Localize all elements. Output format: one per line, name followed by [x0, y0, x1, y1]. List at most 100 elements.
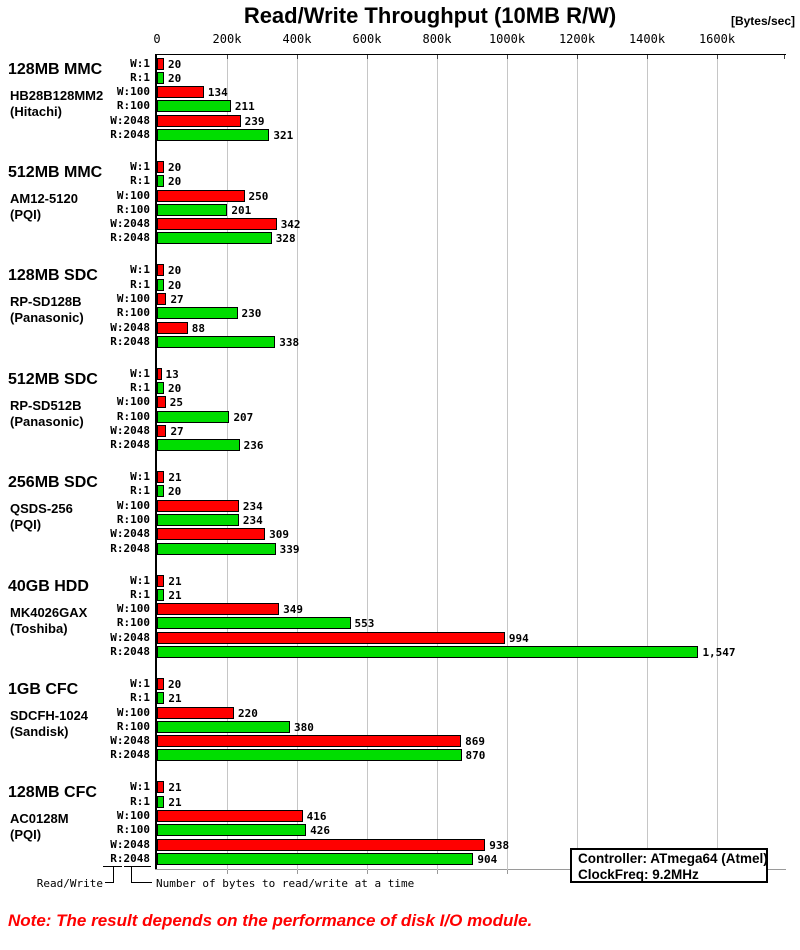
bar-row-label: R:100 [116, 719, 150, 733]
bar-value-label: 239 [244, 114, 265, 128]
bar-row-label: W:2048 [110, 423, 150, 437]
bar-row-label: R:100 [116, 202, 150, 216]
x-axis-tick-label: 600k [352, 32, 382, 46]
write-bar [157, 218, 277, 231]
bar-row-label: R:1 [130, 70, 150, 84]
bar-value-label: 20 [168, 71, 182, 85]
callout-connector [105, 882, 114, 883]
device-maker: (PQI) [10, 517, 42, 533]
device-model: RP-SD128B [10, 294, 82, 310]
bar-value-label: 20 [168, 278, 182, 292]
bar-row-label: R:2048 [110, 541, 150, 555]
gridline [367, 55, 368, 870]
write-bar [157, 603, 280, 616]
bar-row-label: W:1 [130, 470, 150, 484]
read-bar [157, 382, 164, 394]
bar-row-label: R:100 [116, 409, 150, 423]
read-bar [157, 278, 164, 291]
callout-connector [131, 882, 152, 883]
write-bar [157, 677, 164, 690]
bar-row-label: W:100 [116, 188, 150, 202]
bar-value-label: 21 [168, 692, 182, 706]
axis-tick [297, 55, 298, 59]
write-bar [157, 292, 167, 305]
bar-value-label: 339 [279, 542, 300, 556]
bar-row-label: R:2048 [110, 334, 150, 348]
bar-value-label: 870 [465, 749, 486, 763]
axis-tick [507, 55, 508, 59]
axis-tick [437, 870, 438, 874]
read-bar [157, 617, 351, 630]
bar-value-label: 426 [310, 824, 330, 838]
bar-row-label: R:1 [130, 381, 150, 394]
read-bar [157, 410, 230, 423]
write-bar [157, 838, 486, 851]
device-model: AM12-5120 [10, 190, 78, 206]
bar-value-label: 1,547 [702, 646, 736, 659]
write-bar [157, 631, 505, 644]
bar-value-label: 250 [248, 189, 269, 203]
bar-value-label: 904 [477, 852, 498, 866]
gridline [577, 55, 578, 870]
read-bar [157, 749, 462, 762]
read-bar [157, 485, 164, 498]
write-bar [157, 189, 245, 202]
read-bar [157, 232, 272, 245]
x-axis-tick-label: 1400k [628, 32, 666, 46]
device-maker: (Panasonic) [10, 413, 84, 429]
bar-value-label: 234 [242, 514, 263, 527]
bar-row-label: R:1 [130, 691, 150, 705]
bar-row-label: W:2048 [110, 527, 150, 541]
bar-row-label: W:1 [130, 780, 150, 794]
device-name: 40GB HDD [8, 577, 89, 595]
bar-value-label: 869 [465, 735, 486, 749]
bar-value-label: 20 [168, 57, 182, 71]
device-model: QSDS-256 [10, 501, 73, 517]
bar-row-label: R:1 [130, 484, 150, 498]
bar-row-label: W:1 [130, 366, 150, 380]
gridline [647, 55, 648, 870]
bar-row-label: R:2048 [110, 231, 150, 245]
bar-value-label: 25 [169, 396, 183, 410]
x-axis-tick-label: 1000k [488, 32, 526, 46]
read-bar [157, 129, 270, 141]
read-bar [157, 71, 164, 84]
axis-tick [784, 55, 785, 59]
write-bar [157, 321, 188, 334]
bar-value-label: 309 [269, 528, 290, 542]
bar-row-label: R:2048 [110, 645, 150, 658]
controller-line: Controller: ATmega64 (Atmel) [578, 851, 768, 866]
axis-tick [647, 55, 648, 59]
bar-row-label: R:100 [116, 99, 150, 113]
device-model: AC0128M [10, 811, 69, 827]
bar-value-label: 21 [168, 574, 182, 588]
y-axis-line [155, 54, 157, 870]
bar-row-label: W:2048 [110, 734, 150, 748]
x-axis-bottom-line [155, 869, 786, 870]
bar-row-label: R:1 [130, 587, 150, 601]
bar-row-label: R:1 [130, 277, 150, 291]
device-name: 128MB MMC [8, 60, 103, 78]
device-model: MK4026GAX [10, 604, 88, 620]
bar-value-label: 230 [241, 307, 262, 321]
x-axis-tick-label: 0 [153, 32, 161, 46]
bar-value-label: 13 [165, 367, 179, 381]
bar-value-label: 20 [168, 160, 182, 174]
device-maker: (Panasonic) [10, 310, 84, 326]
bar-row-label: W:100 [116, 85, 150, 99]
bar-row-label: W:100 [116, 395, 150, 409]
bar-value-label: 938 [489, 838, 510, 852]
bar-value-label: 234 [242, 499, 263, 513]
read-bar [157, 824, 307, 837]
write-bar [157, 499, 239, 512]
bar-row-label: R:100 [116, 513, 150, 526]
bar-value-label: 27 [170, 292, 184, 306]
bar-row-label: W:100 [116, 498, 150, 512]
read-bar [157, 646, 699, 658]
bar-row-label: R:100 [116, 306, 150, 320]
read-bar [157, 439, 240, 452]
read-bar [157, 175, 164, 188]
bar-value-label: 88 [191, 321, 206, 335]
bar-value-label: 321 [273, 129, 294, 142]
callout-underline-bytes [124, 866, 151, 867]
